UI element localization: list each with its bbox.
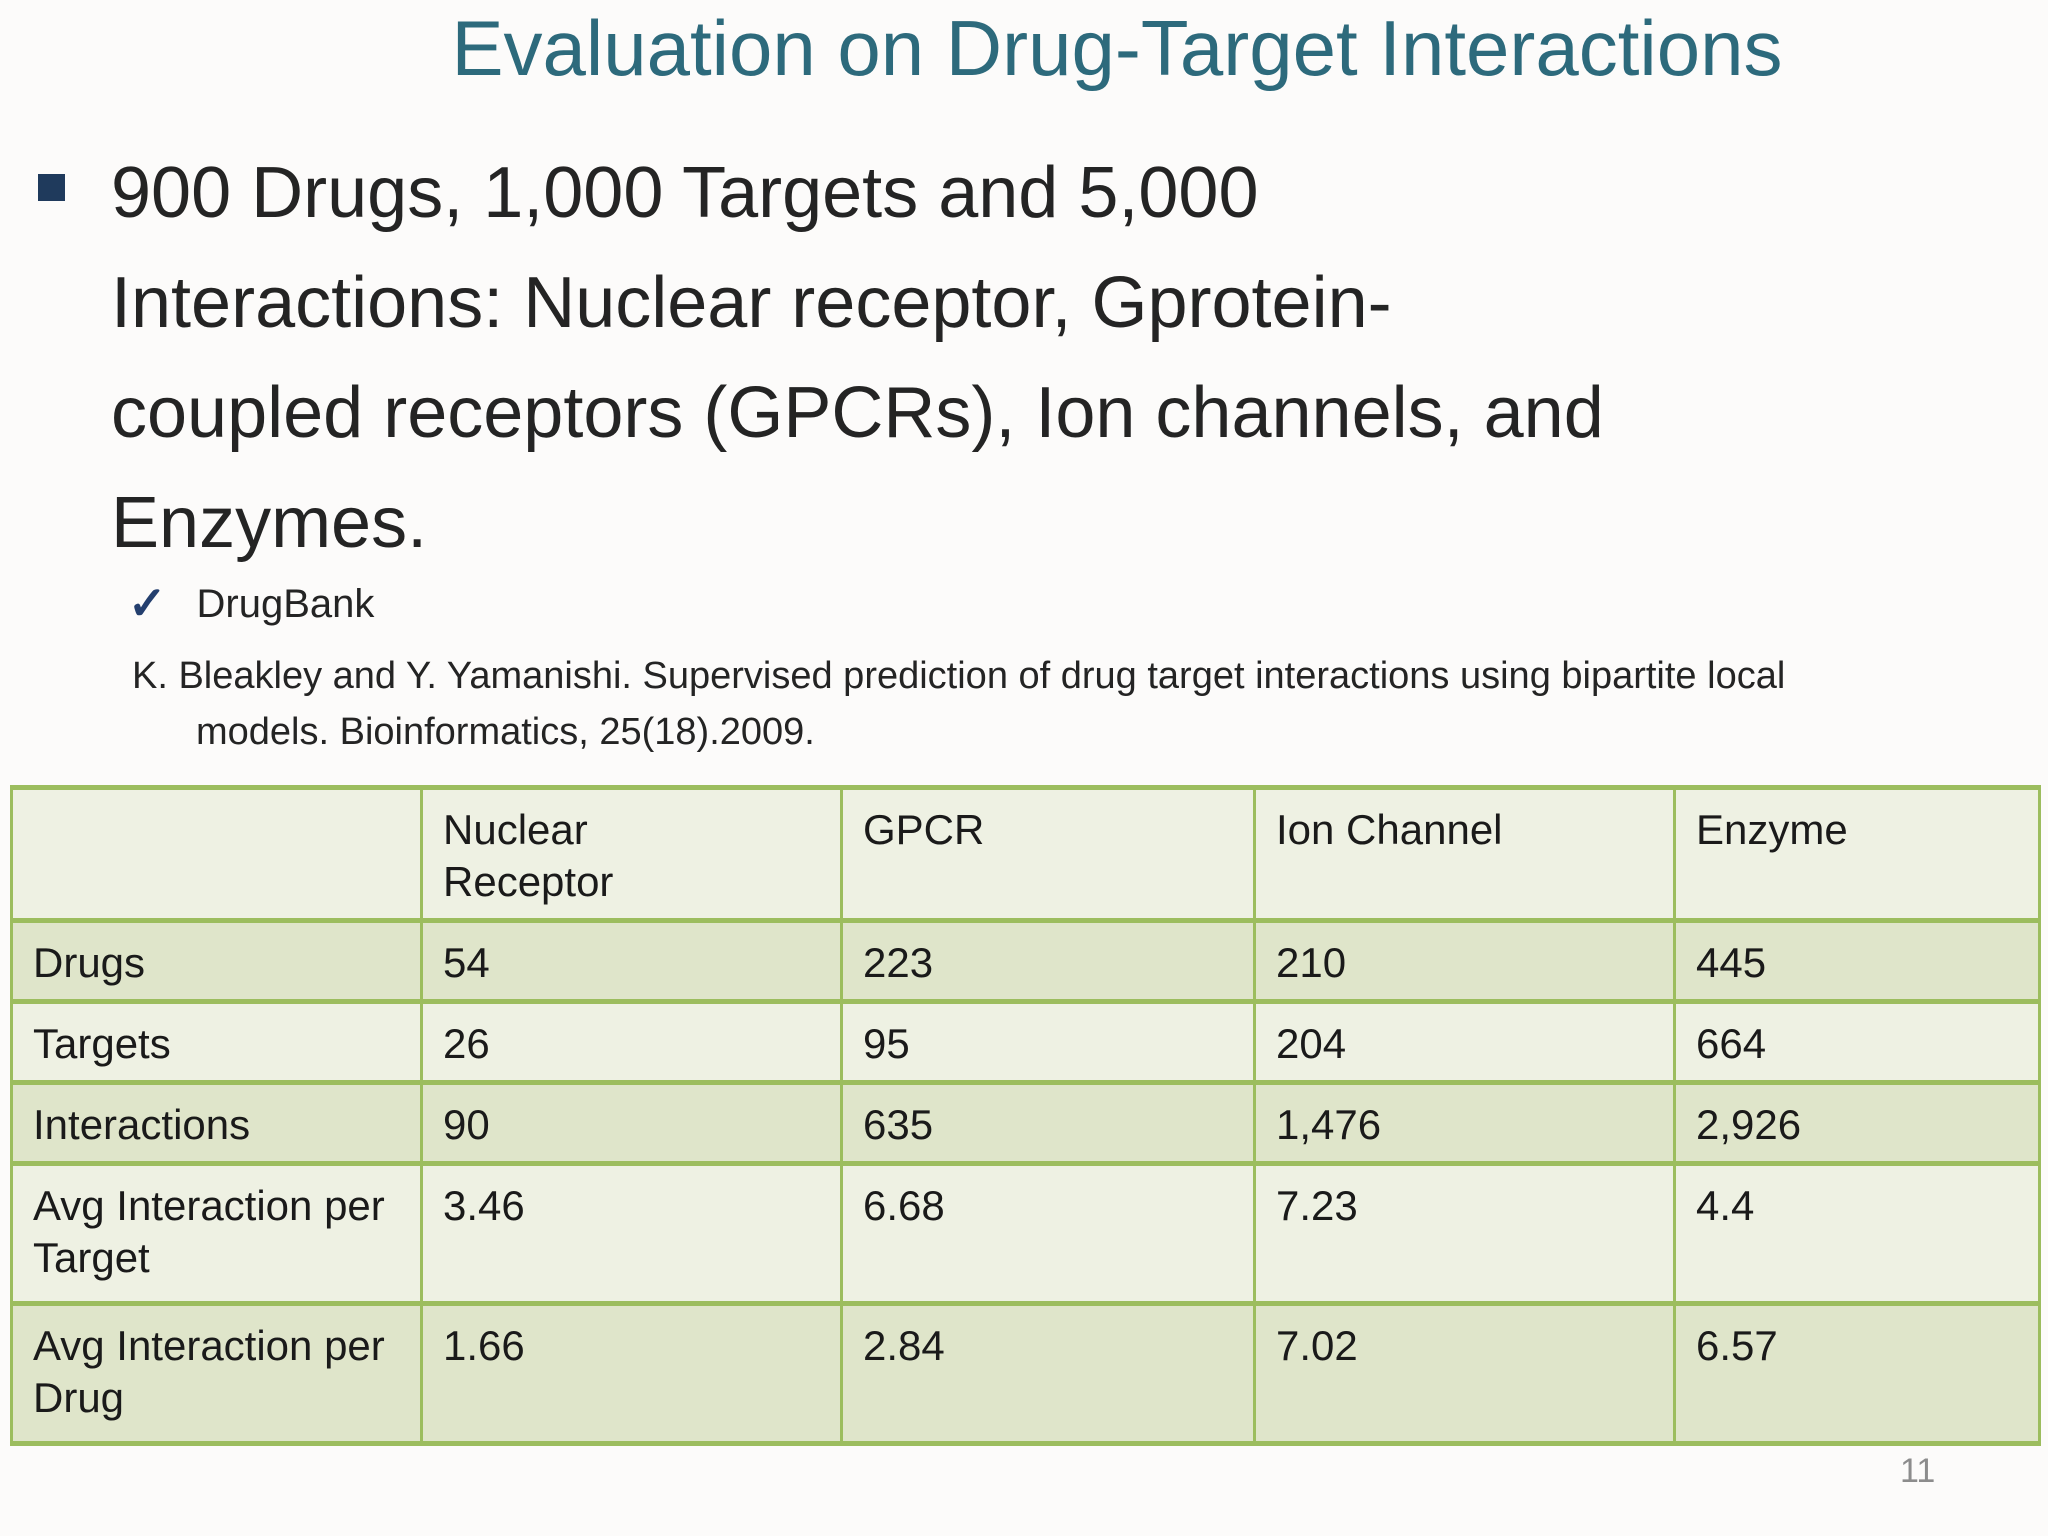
table-cell: 90 [420, 1080, 843, 1166]
table-cell: 95 [840, 999, 1256, 1085]
bullet-text-line: coupled receptors (GPCRs), Ion channels,… [111, 373, 1604, 453]
table-cell: 2.84 [840, 1301, 1256, 1446]
table-row-targets: Targets 26 95 204 664 [10, 999, 2041, 1085]
table-cell: 1.66 [420, 1301, 843, 1446]
table-cell: 664 [1673, 999, 2041, 1085]
bullet-text-line: Enzymes. [111, 483, 428, 563]
table-row-label: Interactions [10, 1080, 423, 1166]
bullet-text: 900 Drugs, 1,000 Targets and 5,000 Inter… [111, 138, 1604, 578]
page-title: Evaluation on Drug-Target Interactions [451, 4, 1783, 92]
table-cell: 6.68 [840, 1161, 1256, 1306]
bullet-text-line: 900 Drugs, 1,000 Targets and 5,000 [111, 153, 1259, 233]
bullet-item: 900 Drugs, 1,000 Targets and 5,000 Inter… [38, 138, 1604, 578]
bullet-square-icon [38, 174, 65, 201]
table-cell: 3.46 [420, 1161, 843, 1306]
table-row-avg-interaction-per-drug: Avg Interaction per Drug 1.66 2.84 7.02 … [10, 1301, 2041, 1446]
table-header-cell-gpcr: GPCR [840, 785, 1256, 923]
table-header-cell-ion-channel: Ion Channel [1253, 785, 1676, 923]
table-cell: 1,476 [1253, 1080, 1676, 1166]
table-row-drugs: Drugs 54 223 210 445 [10, 918, 2041, 1004]
table-cell: 54 [420, 918, 843, 1004]
table-row-label: Targets [10, 999, 423, 1085]
table-row-label: Drugs [10, 918, 423, 1004]
drugbank-item: ✓ DrugBank [128, 578, 374, 627]
table-cell: 26 [420, 999, 843, 1085]
drugbank-label: DrugBank [196, 582, 375, 626]
table-cell: 4.4 [1673, 1161, 2041, 1306]
table-cell: 7.23 [1253, 1161, 1676, 1306]
table-cell: 6.57 [1673, 1301, 2041, 1446]
table-cell: 2,926 [1673, 1080, 2041, 1166]
table-cell: 204 [1253, 999, 1676, 1085]
table-cell: 635 [840, 1080, 1256, 1166]
stats-table: Nuclear Receptor GPCR Ion Channel Enzyme… [10, 785, 2041, 1446]
table-row-avg-interaction-per-target: Avg Interaction per Target 3.46 6.68 7.2… [10, 1161, 2041, 1306]
table-row-label: Avg Interaction per Drug [10, 1301, 423, 1446]
bullet-text-line: Interactions: Nuclear receptor, Gprotein… [111, 263, 1392, 343]
table-cell: 7.02 [1253, 1301, 1676, 1446]
citation-line-1: K. Bleakley and Y. Yamanishi. Supervised… [132, 655, 1786, 697]
table-row-interactions: Interactions 90 635 1,476 2,926 [10, 1080, 2041, 1166]
table-cell: 445 [1673, 918, 2041, 1004]
table-header-cell-enzyme: Enzyme [1673, 785, 2041, 923]
table-cell: 223 [840, 918, 1256, 1004]
page-number: 11 [1900, 1452, 1936, 1490]
table-header-cell-blank [10, 785, 423, 923]
checkmark-icon: ✓ [128, 577, 167, 629]
citation: K. Bleakley and Y. Yamanishi. Supervised… [132, 648, 1785, 760]
table-header-row: Nuclear Receptor GPCR Ion Channel Enzyme [10, 785, 2041, 923]
table-cell: 210 [1253, 918, 1676, 1004]
table-row-label: Avg Interaction per Target [10, 1161, 423, 1306]
citation-line-2: models. Bioinformatics, 25(18).2009. [196, 711, 815, 753]
table-header-cell-nuclear-receptor: Nuclear Receptor [420, 785, 843, 923]
